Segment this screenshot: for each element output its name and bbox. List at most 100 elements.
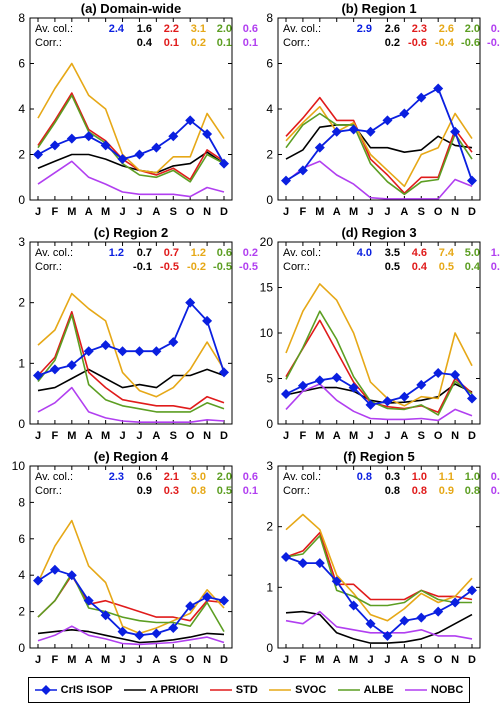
y-tick-label: 4 [18,102,25,116]
avcol-label: Av. col.: [35,471,73,483]
series-line-albe [37,94,225,183]
corr-label: Corr.: [35,261,62,273]
data-point-cris-isop [348,382,359,393]
data-point-cris-isop [202,129,213,140]
series-line-nobc [285,383,473,422]
legend-item-cris-isop: CrIS ISOP [34,684,113,696]
y-tick-label: 0 [266,193,273,207]
data-point-cris-isop [382,115,393,126]
series-line-nobc [37,160,225,198]
avcol-value-svoc: 1.2 [191,247,206,259]
corr-label: Corr.: [35,37,62,49]
corr-label: Corr.: [283,485,310,497]
series-line-albe [285,534,472,607]
x-tick-label: J [35,430,41,442]
data-point-cris-isop [399,391,410,402]
x-tick-label: A [400,430,408,442]
series-line-a-priori [37,151,225,174]
corr-value-albe: -0.5 [213,261,232,273]
x-tick-label: O [186,430,195,442]
x-tick-label: M [315,206,324,218]
avcol-value-nobc: 0.2 [243,247,258,259]
corr-value-svoc: 0.9 [439,485,454,497]
corr-value-a-priori: 0.8 [385,485,400,497]
plot-frame [277,17,481,201]
avcol-value-nobc: 0.6 [243,23,258,35]
data-point-cris-isop [49,564,60,575]
x-tick-label: N [203,430,211,442]
corr-value-svoc: 0.5 [439,261,454,273]
avcol-value-svoc: 3.0 [191,471,206,483]
data-point-cris-isop [219,158,229,169]
data-point-cris-isop [314,558,325,569]
data-point-cris-isop [33,149,43,160]
panel-title: (e) Region 4 [94,449,169,464]
avcol-value-svoc: 7.4 [439,247,455,259]
data-point-cris-isop [185,601,196,612]
x-tick-label: M [349,430,358,442]
x-tick-label: M [349,206,358,218]
y-tick-label: 6 [266,57,273,71]
x-tick-label: J [119,654,125,666]
series-line-std [37,92,225,181]
avcol-value-cris-isop: 2.3 [109,471,124,483]
data-point-cris-isop [314,142,325,153]
data-point-cris-isop [117,346,128,357]
data-point-cris-isop [450,369,461,380]
x-tick-label: J [283,206,289,218]
x-tick-label: A [333,654,341,666]
corr-value-a-priori: 0.4 [137,37,153,49]
legend-label-cris-isop: CrIS ISOP [60,684,113,696]
panel-title: (f) Region 5 [343,449,415,464]
y-tick-label: 0 [18,417,25,431]
corr-value-nobc: -0.5 [239,261,258,273]
series-line-albe [285,112,473,196]
series-line-svoc [37,292,225,398]
legend-label-a-priori: A PRIORI [149,684,199,696]
x-tick-label: M [67,430,76,442]
y-tick-label: 8 [18,11,25,25]
avcol-value-albe: 2.0 [465,23,480,35]
series-line-a-priori [37,368,225,392]
avcol-value-cris-isop: 2.9 [357,23,372,35]
avcol-value-nobc: 0.3 [491,471,500,483]
y-tick-label: 2 [18,148,25,162]
x-tick-label: A [333,206,341,218]
data-point-cris-isop [348,124,359,135]
corr-value-a-priori: 0.9 [137,485,152,497]
x-tick-label: D [220,430,228,442]
avcol-value-std: 2.3 [412,23,427,35]
corr-value-svoc: 0.2 [191,37,206,49]
avcol-value-std: 4.6 [412,247,427,259]
corr-value-std: 0.8 [412,485,427,497]
legend-swatch-svoc [269,689,292,691]
x-tick-label: J [119,206,125,218]
data-point-cris-isop [134,149,145,160]
legend-swatch-a-priori [123,689,146,691]
x-tick-label: D [220,654,228,666]
data-point-cris-isop [281,552,291,562]
series-line-a-priori [285,383,473,404]
x-tick-label: A [333,430,341,442]
series-line-svoc [285,283,473,407]
series-line-a-priori [285,124,473,160]
avcol-value-std: 0.7 [164,247,179,259]
x-tick-label: O [186,654,195,666]
y-tick-label: 2 [18,296,25,310]
data-point-cris-isop [331,576,342,587]
avcol-value-a-priori: 3.5 [385,247,400,259]
data-point-cris-isop [433,606,444,617]
data-point-cris-isop [117,154,128,165]
series-line-svoc [285,105,473,188]
series-line-albe [37,313,225,413]
legend: CrIS ISOP A PRIORI STD SVOC ALBE NOBC [28,677,470,703]
legend-label-albe: ALBE [363,684,394,696]
y-tick-label: 20 [260,235,274,249]
series-line-cris-isop [37,301,225,377]
panel-title: (d) Region 3 [341,225,416,240]
x-tick-label: M [101,654,110,666]
data-point-cris-isop [83,595,94,606]
data-point-cris-isop [100,340,111,351]
